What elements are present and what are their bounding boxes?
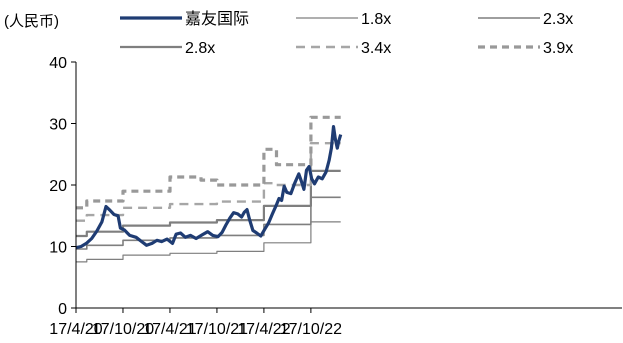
legend-label: 3.4x <box>361 40 391 57</box>
series-line-1 <box>76 221 341 263</box>
y-tick-label: 0 <box>58 301 67 318</box>
series-line-0 <box>75 124 343 250</box>
y-tick-label: 20 <box>49 178 67 195</box>
unit-label: (人民币) <box>4 13 59 30</box>
legend-label: 嘉友国际 <box>185 10 249 28</box>
axes: 01020304017/4/2017/10/2017/4/2117/10/211… <box>49 55 622 338</box>
legend-label: 2.8x <box>185 40 215 57</box>
legend-label: 3.9x <box>543 40 573 57</box>
x-tick-label: 17/4/22 <box>237 321 290 338</box>
legend: 嘉友国际 1.8x 2.3x 2.8x 3.4x 3.9x <box>120 10 573 57</box>
x-tick-label: 17/10/21 <box>186 321 248 338</box>
legend-label: 2.3x <box>543 11 573 28</box>
series-line-5 <box>76 115 341 210</box>
x-tick-label: 17/4/20 <box>49 321 102 338</box>
x-tick-label: 17/4/21 <box>143 321 196 338</box>
y-tick-label: 30 <box>49 117 67 134</box>
legend-label: 1.8x <box>361 11 391 28</box>
series-line-3 <box>76 169 341 238</box>
y-tick-label: 10 <box>49 240 67 257</box>
x-tick-label: 17/10/20 <box>92 321 154 338</box>
x-tick-label: 17/10/22 <box>280 321 342 338</box>
series-layer <box>75 115 343 263</box>
y-tick-label: 40 <box>49 55 67 72</box>
